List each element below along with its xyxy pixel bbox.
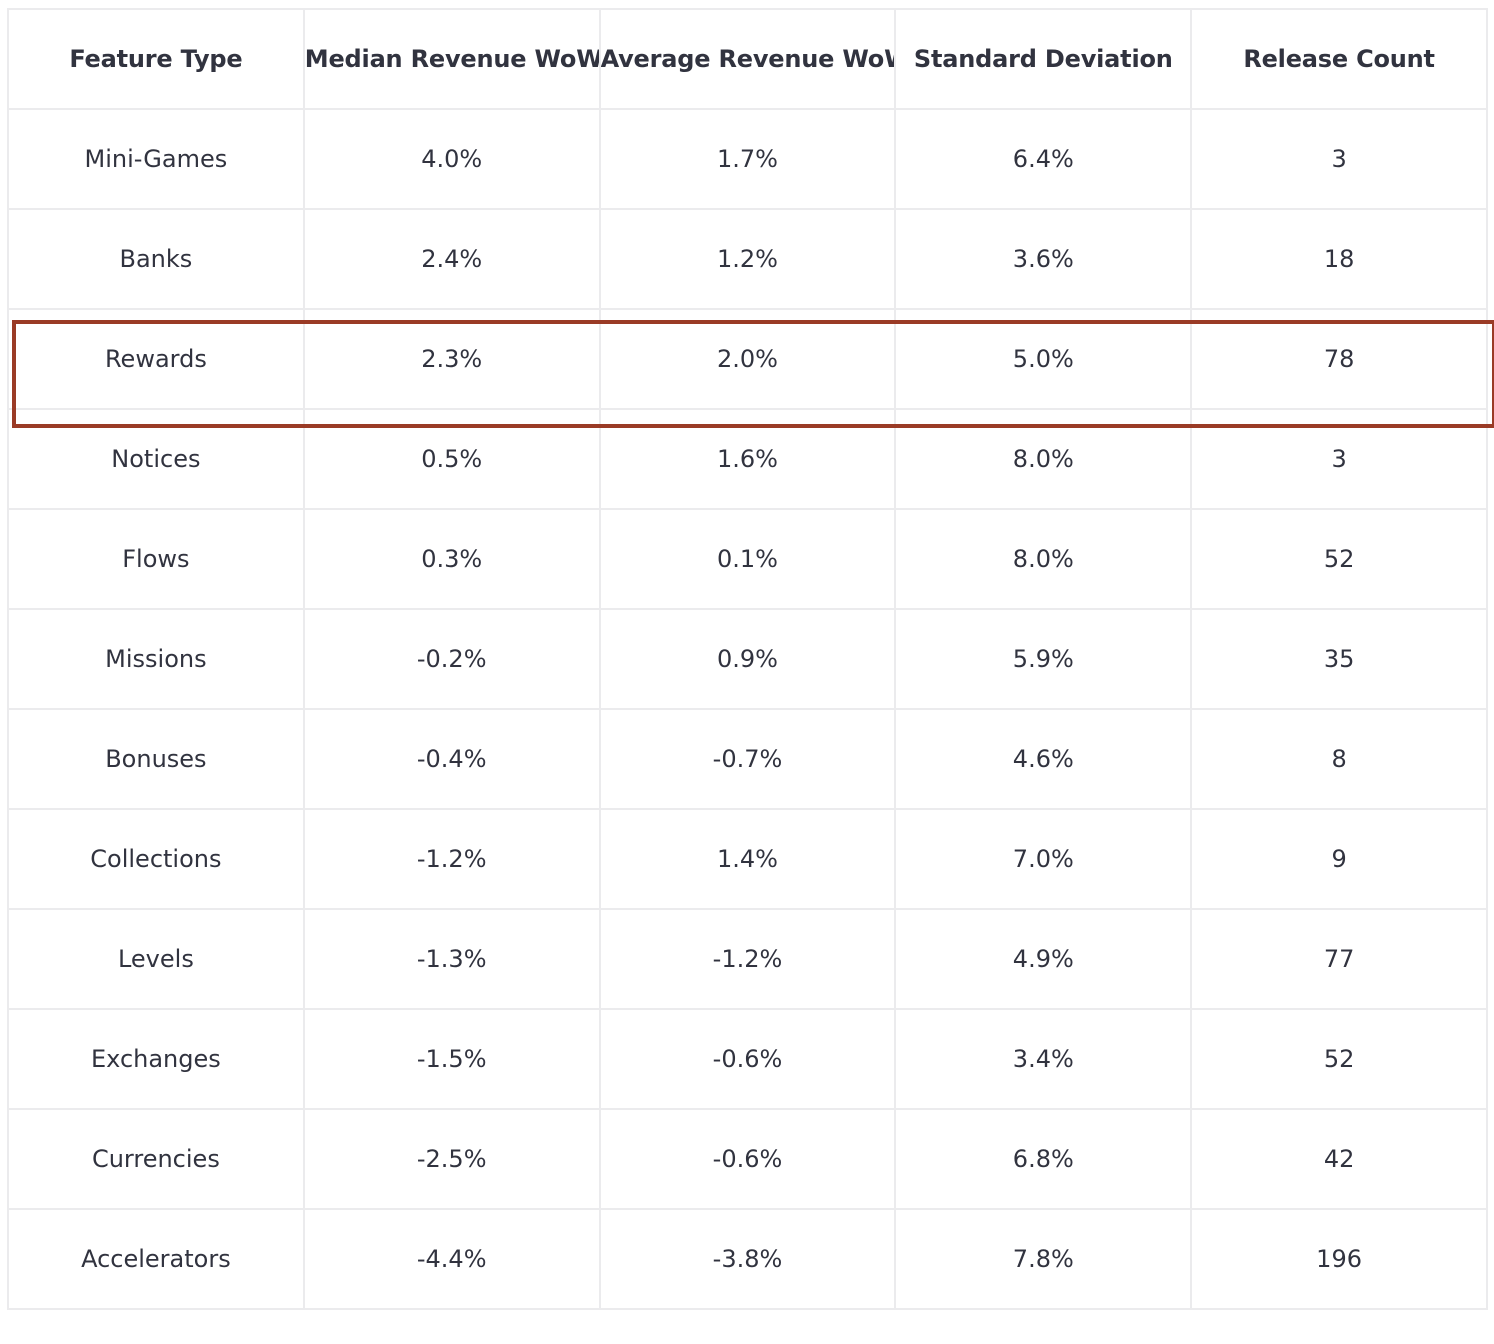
table-row: Bonuses -0.4% -0.7% 4.6% 8 (7, 708, 1488, 810)
table-cell: 3.4% (894, 1008, 1193, 1110)
table-cell: 0.5% (302, 408, 601, 510)
column-header[interactable]: Average Revenue WoW (598, 8, 897, 110)
table-row: Banks 2.4% 1.2% 3.6% 18 (7, 208, 1488, 310)
table-cell: -1.2% (302, 808, 601, 910)
column-header[interactable]: Feature Type (7, 8, 305, 110)
table-cell: 4.9% (894, 908, 1193, 1010)
table-row: Levels -1.3% -1.2% 4.9% 77 (7, 908, 1488, 1010)
table-cell: 1.7% (598, 108, 897, 210)
table-cell: -4.4% (302, 1208, 601, 1310)
table-cell: 2.0% (598, 308, 897, 410)
feature-type-cell: Collections (7, 808, 305, 910)
table-cell: 3.6% (894, 208, 1193, 310)
table-cell: -0.2% (302, 608, 601, 710)
table-cell: -1.5% (302, 1008, 601, 1110)
feature-type-cell: Mini-Games (7, 108, 305, 210)
table-cell: 52 (1190, 508, 1488, 610)
table-row: Rewards 2.3% 2.0% 5.0% 78 (7, 308, 1488, 410)
column-header[interactable]: Release Count (1190, 8, 1488, 110)
table-cell: 8.0% (894, 508, 1193, 610)
data-table-container: Feature Type Median Revenue WoW Average … (7, 8, 1494, 1310)
table-cell: -2.5% (302, 1108, 601, 1210)
table-row: Currencies -2.5% -0.6% 6.8% 42 (7, 1108, 1488, 1210)
table-cell: 52 (1190, 1008, 1488, 1110)
feature-type-cell: Levels (7, 908, 305, 1010)
table-cell: 18 (1190, 208, 1488, 310)
table-cell: 9 (1190, 808, 1488, 910)
table-row: Collections -1.2% 1.4% 7.0% 9 (7, 808, 1488, 910)
table-body: Mini-Games 4.0% 1.7% 6.4% 3 Banks 2.4% 1.2% 3.6%… (7, 108, 1488, 1310)
table-cell: 3 (1190, 408, 1488, 510)
table-cell: 6.8% (894, 1108, 1193, 1210)
feature-type-cell: Notices (7, 408, 305, 510)
table-cell: 35 (1190, 608, 1488, 710)
table-cell: -0.7% (598, 708, 897, 810)
table-cell: 2.3% (302, 308, 601, 410)
table-row: Notices 0.5% 1.6% 8.0% 3 (7, 408, 1488, 510)
feature-type-cell: Missions (7, 608, 305, 710)
feature-type-cell: Bonuses (7, 708, 305, 810)
table-header-row: Feature Type Median Revenue WoW Average … (7, 8, 1488, 110)
feature-type-cell: Banks (7, 208, 305, 310)
table-cell: 0.9% (598, 608, 897, 710)
table-cell: -1.2% (598, 908, 897, 1010)
table-cell: 7.8% (894, 1208, 1193, 1310)
table-row: Flows 0.3% 0.1% 8.0% 52 (7, 508, 1488, 610)
table-cell: 42 (1190, 1108, 1488, 1210)
table-row: Accelerators -4.4% -3.8% 7.8% 196 (7, 1208, 1488, 1310)
feature-revenue-table: Feature Type Median Revenue WoW Average … (7, 8, 1488, 1310)
table-row: Missions -0.2% 0.9% 5.9% 35 (7, 608, 1488, 710)
table-row: Mini-Games 4.0% 1.7% 6.4% 3 (7, 108, 1488, 210)
table-cell: -0.6% (598, 1008, 897, 1110)
table-cell: 3 (1190, 108, 1488, 210)
table-cell: 5.9% (894, 608, 1193, 710)
feature-type-cell: Exchanges (7, 1008, 305, 1110)
table-cell: 5.0% (894, 308, 1193, 410)
feature-type-cell: Accelerators (7, 1208, 305, 1310)
table-cell: 77 (1190, 908, 1488, 1010)
feature-type-cell: Currencies (7, 1108, 305, 1210)
table-cell: 6.4% (894, 108, 1193, 210)
table-cell: 7.0% (894, 808, 1193, 910)
table-cell: -3.8% (598, 1208, 897, 1310)
table-cell: 1.4% (598, 808, 897, 910)
table-cell: -0.6% (598, 1108, 897, 1210)
column-header[interactable]: Standard Deviation (894, 8, 1193, 110)
table-cell: 1.6% (598, 408, 897, 510)
table-cell: -1.3% (302, 908, 601, 1010)
table-row: Exchanges -1.5% -0.6% 3.4% 52 (7, 1008, 1488, 1110)
column-header[interactable]: Median Revenue WoW (302, 8, 601, 110)
table-cell: 8.0% (894, 408, 1193, 510)
table-cell: 196 (1190, 1208, 1488, 1310)
table-cell: 8 (1190, 708, 1488, 810)
table-cell: 1.2% (598, 208, 897, 310)
table-cell: 4.0% (302, 108, 601, 210)
table-cell: -0.4% (302, 708, 601, 810)
table-cell: 0.3% (302, 508, 601, 610)
table-cell: 0.1% (598, 508, 897, 610)
table-cell: 78 (1190, 308, 1488, 410)
feature-type-cell: Rewards (7, 308, 305, 410)
feature-type-cell: Flows (7, 508, 305, 610)
table-cell: 4.6% (894, 708, 1193, 810)
table-cell: 2.4% (302, 208, 601, 310)
